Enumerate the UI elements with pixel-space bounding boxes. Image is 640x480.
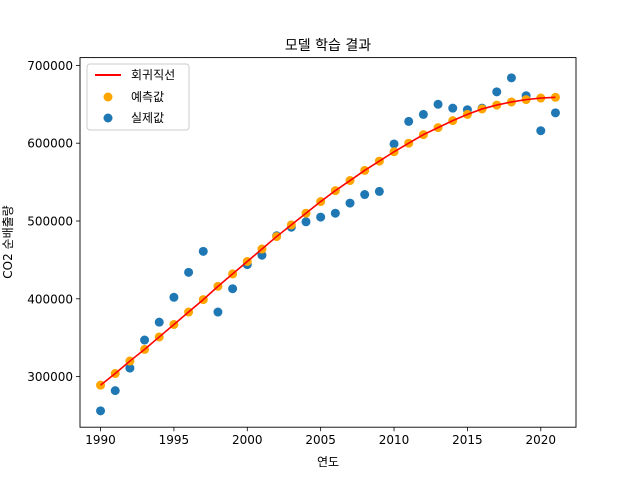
y-tick-label: 300000 [27, 370, 73, 384]
actual-point [140, 335, 150, 345]
x-axis-label: 연도 [317, 455, 339, 469]
chart-title: 모델 학습 결과 [285, 38, 371, 54]
actual-point [228, 284, 238, 294]
actual-point [330, 208, 340, 218]
actual-point [418, 109, 428, 119]
legend-label: 예측값 [131, 90, 164, 104]
x-axis: 1990 1995 2000 2005 2010 2015 2020 [85, 427, 556, 447]
actual-point [448, 103, 458, 113]
actual-point [345, 198, 355, 208]
legend-dot-swatch [103, 113, 113, 123]
actual-point [198, 246, 208, 256]
actual-point [154, 317, 164, 327]
y-tick-label: 700000 [27, 59, 73, 73]
axes-frame [79, 57, 577, 428]
actual-point [404, 116, 414, 126]
y-axis: 300000 400000 500000 600000 700000 [27, 59, 80, 384]
actual-point [316, 212, 326, 222]
plot-area [79, 57, 577, 428]
actual-point [550, 108, 560, 118]
actual-point [492, 87, 502, 97]
series-layer [96, 73, 560, 416]
y-axis-label: CO2 순배출량 [1, 205, 15, 278]
actual-point [536, 126, 546, 136]
actual-point [213, 307, 223, 317]
x-tick-label: 1990 [85, 433, 116, 447]
actual-point [110, 386, 120, 396]
y-tick-label: 500000 [27, 215, 73, 229]
regression-line [100, 96, 556, 386]
actual-point [301, 217, 311, 227]
x-tick-label: 2015 [452, 433, 483, 447]
legend: 회귀직선 예측값 실제값 [86, 63, 190, 131]
actual-point [125, 363, 135, 373]
y-tick-label: 600000 [27, 137, 73, 151]
actual-point [169, 292, 179, 302]
x-tick-label: 2010 [379, 433, 410, 447]
legend-label: 회귀직선 [131, 68, 175, 82]
x-tick-label: 2000 [232, 433, 263, 447]
legend-dot-swatch [103, 92, 113, 102]
actual-point [96, 406, 106, 416]
x-tick-label: 1995 [159, 433, 190, 447]
y-tick-label: 400000 [27, 292, 73, 306]
actual-point [506, 73, 516, 83]
actual-point [389, 139, 399, 149]
actual-point [360, 190, 370, 200]
x-tick-label: 2005 [305, 433, 336, 447]
x-tick-label: 2020 [526, 433, 557, 447]
legend-label: 실제값 [131, 111, 164, 125]
actual-point [184, 267, 194, 277]
actual-point [257, 250, 267, 260]
actual-point [433, 99, 443, 109]
actual-point [374, 186, 384, 196]
legend-box [86, 63, 190, 131]
